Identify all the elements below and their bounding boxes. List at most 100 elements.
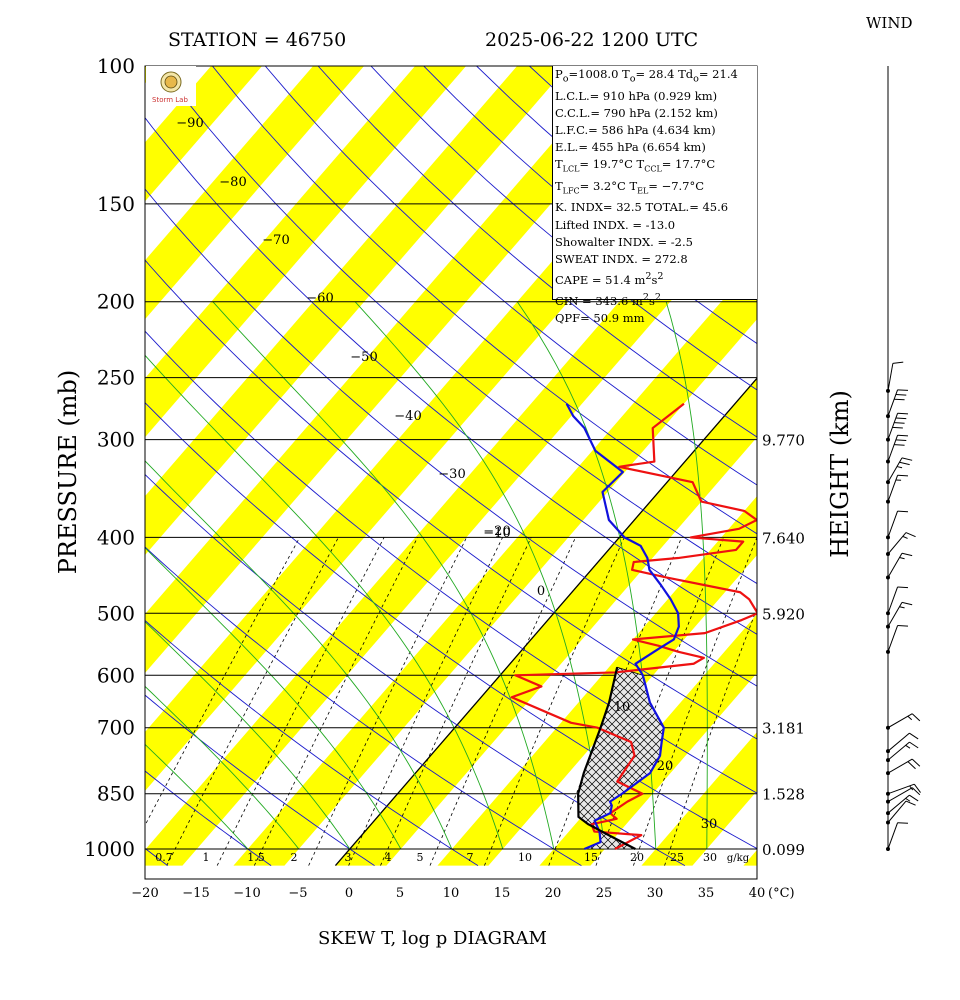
wind-barb <box>887 363 894 392</box>
wind-barb-flag <box>911 713 921 722</box>
wind-barb <box>887 625 899 653</box>
height-tick-label: 7.640 <box>762 529 805 547</box>
wind-barb-flag <box>911 758 921 767</box>
temp-tick-label: −10 <box>233 886 260 901</box>
mixing-ratio-label: 5 <box>417 851 424 864</box>
isotherm-band <box>145 66 671 674</box>
wind-barb-half <box>899 557 905 560</box>
dry-adiabat <box>145 546 582 866</box>
sweat-index: SWEAT INDX. = 272.8 <box>555 251 688 266</box>
isotherm-label: −20 <box>483 524 510 539</box>
isotherm-band <box>437 496 757 866</box>
wind-barb-flag <box>894 422 905 424</box>
isotherm-band <box>641 732 757 866</box>
diagram-title: SKEW T, log p DIAGRAM <box>318 928 547 949</box>
ccl-index: C.C.L.= 790 hPa (2.152 km) <box>555 105 718 120</box>
tlcl-tccl: TLCL= 19.7°C TCCL= 17.7°C <box>555 157 716 174</box>
zero-isotherm <box>334 377 757 867</box>
dry-adiabat <box>145 847 168 866</box>
wind-barb <box>887 800 907 823</box>
wind-barb-flag <box>909 741 919 749</box>
station-label: STATION = 46750 <box>168 29 347 51</box>
cin-value: CIN = 343.6 m2s2 <box>555 292 661 308</box>
pressure-tick-label: 100 <box>97 54 135 78</box>
wind-barb-half <box>902 535 908 539</box>
temp-tick-label: 0 <box>345 886 353 901</box>
wind-barb <box>887 741 910 761</box>
dry-adiabat <box>145 694 375 866</box>
wind-barb <box>887 510 899 538</box>
temp-tick-label: 5 <box>396 886 404 901</box>
temp-tick-label: −15 <box>182 886 209 901</box>
wind-barb-flag <box>895 394 907 396</box>
pressure-tick-label: 250 <box>97 366 135 390</box>
temp-tick-label: 20 <box>545 886 562 901</box>
lifted-index: Lifted INDX. = -13.0 <box>555 217 676 232</box>
wind-barb-half <box>907 715 913 721</box>
isotherm-label: 30 <box>701 817 718 832</box>
wind-barb-flag <box>905 800 916 806</box>
isotherm-label: −40 <box>394 409 421 424</box>
tlfc-tel: TLFC= 3.2°C TEL= −7.7°C <box>555 178 705 196</box>
pressure-tick-label: 600 <box>97 663 135 687</box>
datetime-label: 2025-06-22 1200 UTC <box>485 29 699 51</box>
mixing-ratio-label: 10 <box>518 851 532 864</box>
svg-text:Storm Lab: Storm Lab <box>152 96 188 104</box>
storm-lab-logo: Storm Lab <box>146 66 196 106</box>
dry-adiabat <box>212 66 757 535</box>
mixing-ratio-label: 1.5 <box>247 851 265 864</box>
isotherm-label: −10 <box>483 526 510 541</box>
moist-adiabat <box>758 302 784 849</box>
wind-barb <box>887 552 903 578</box>
isotherm-label: −50 <box>350 350 377 365</box>
pressure-tick-label: 700 <box>97 716 135 740</box>
pressure-tick-label: 400 <box>97 525 135 549</box>
wind-barb-flag <box>909 732 919 740</box>
mixing-unit-label: g/kg <box>727 853 750 864</box>
height-axis-label: HEIGHT (km) <box>826 390 854 558</box>
isotherm-band <box>145 142 757 866</box>
dry-adiabat <box>145 401 757 850</box>
wind-barb <box>887 758 913 774</box>
mixing-ratio-label: 3 <box>345 851 352 864</box>
mixing-ratio-label: 7 <box>467 851 474 864</box>
isotherm-band <box>743 849 757 866</box>
wind-barb <box>887 389 899 417</box>
temp-tick-label: 10 <box>443 886 460 901</box>
wind-barb-flag <box>909 794 919 802</box>
wind-barb <box>887 602 903 627</box>
wind-barb-half <box>899 606 905 609</box>
dry-adiabat <box>145 188 757 687</box>
wind-barb-flag <box>901 457 913 461</box>
wind-barb-flag <box>897 822 909 824</box>
mixing-ratio-label: 1 <box>203 851 210 864</box>
wind-barb <box>887 822 899 850</box>
dewpoint-profile <box>565 403 680 851</box>
dry-adiabat <box>145 330 757 794</box>
mixing-ratio-label: 0.7 <box>155 851 173 864</box>
temp-tick-label: 30 <box>647 886 664 901</box>
height-tick-label: 1.528 <box>762 786 805 804</box>
pressure-tick-label: 1000 <box>84 837 135 861</box>
isotherm-label: −30 <box>438 467 465 482</box>
wind-barb-flag <box>907 761 916 770</box>
wind-barb-flag <box>911 787 921 796</box>
wind-barb-flag <box>905 532 916 538</box>
dry-adiabat <box>159 66 757 585</box>
wind-barb-flag <box>901 601 913 606</box>
height-tick-label: 3.181 <box>762 720 805 738</box>
dry-adiabat <box>370 66 757 391</box>
mixing-ratio-label: 30 <box>703 851 717 864</box>
stability-indices-panel: Po=1008.0 To= 28.4 Tdo= 21.4 L.C.L.= 910… <box>552 66 757 325</box>
wind-barb <box>887 713 913 729</box>
moist-adiabat <box>145 743 249 850</box>
temp-unit-label: (°C) <box>768 886 795 901</box>
wind-barb-flag <box>897 389 909 391</box>
isotherm-label: 20 <box>657 759 674 774</box>
wind-barb-flag <box>901 552 913 557</box>
isotherm-label: −70 <box>262 233 289 248</box>
height-tick-label: 5.920 <box>762 605 805 623</box>
temp-tick-label: 15 <box>494 886 511 901</box>
mixing-ratio-label: 25 <box>670 851 684 864</box>
